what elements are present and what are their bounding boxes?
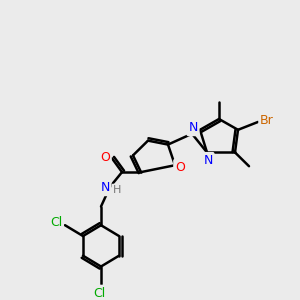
Text: N: N bbox=[188, 122, 198, 134]
Text: Cl: Cl bbox=[50, 216, 62, 229]
Text: Br: Br bbox=[260, 115, 274, 128]
Text: O: O bbox=[100, 151, 110, 164]
Text: O: O bbox=[175, 161, 185, 174]
Text: N: N bbox=[100, 181, 110, 194]
Text: Cl: Cl bbox=[93, 286, 105, 300]
Text: N: N bbox=[203, 154, 213, 167]
Text: H: H bbox=[113, 185, 121, 195]
